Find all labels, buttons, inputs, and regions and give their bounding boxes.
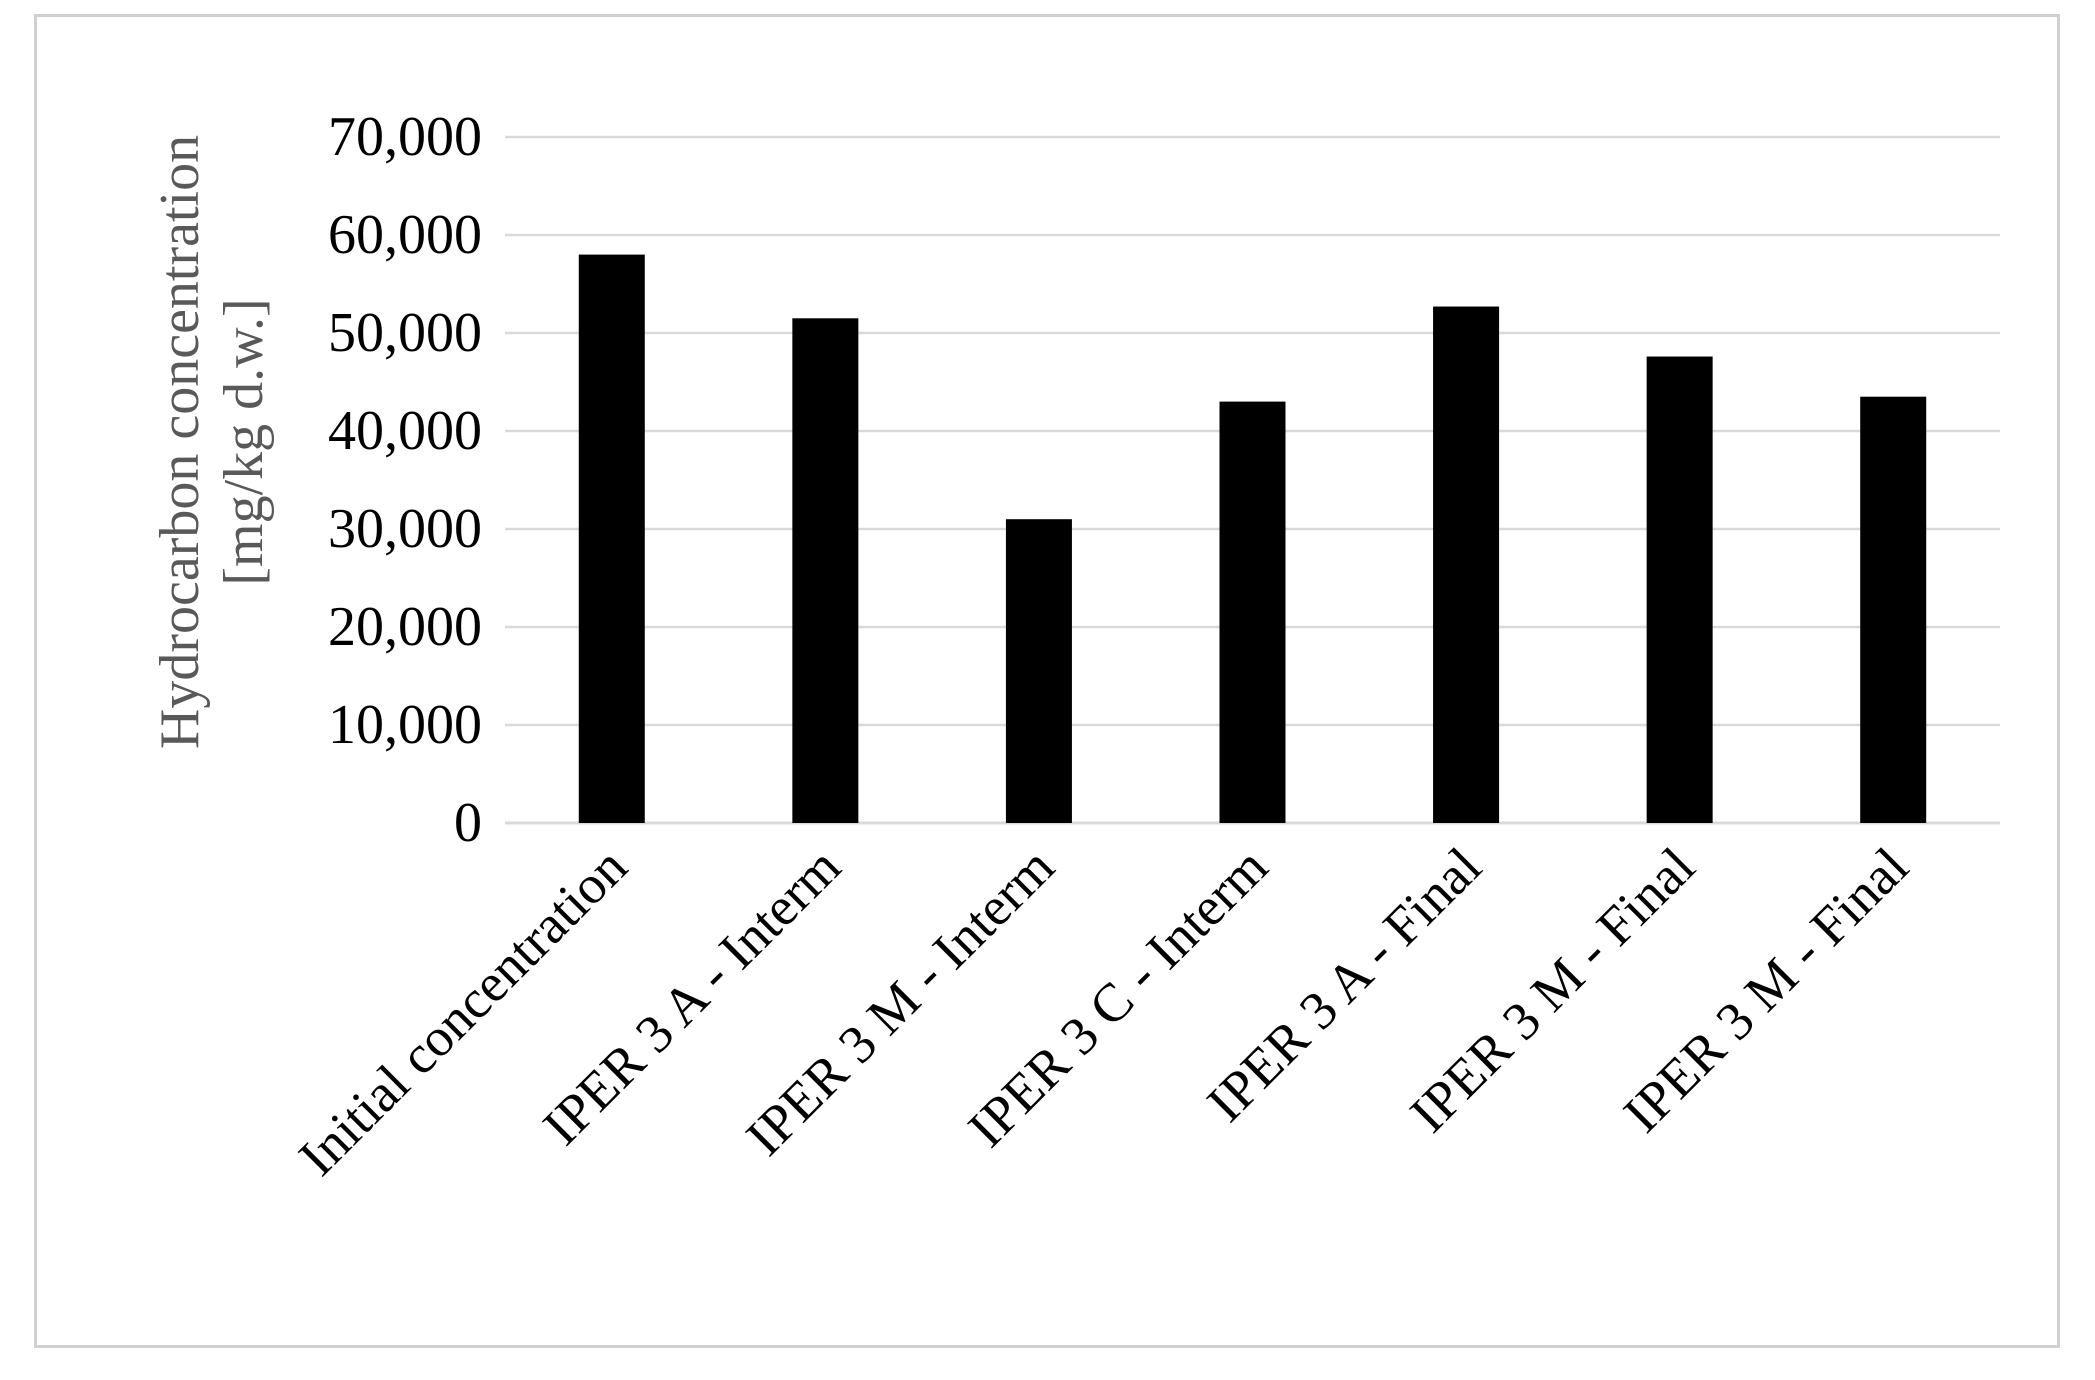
y-axis-title-line2: [mg/kg d.w.] — [213, 298, 275, 585]
y-tick-label: 70,000 — [328, 106, 482, 168]
bar — [1219, 401, 1286, 823]
bar — [1005, 519, 1072, 823]
bar — [1433, 306, 1500, 823]
y-tick-label: 30,000 — [328, 498, 482, 560]
y-tick-labels: 0 10,000 20,000 30,000 40,000 50,000 60,000 70,… — [328, 106, 482, 854]
bar — [1646, 356, 1713, 823]
bar — [1860, 396, 1927, 823]
y-tick-label: 50,000 — [328, 302, 482, 364]
bar — [578, 254, 645, 824]
y-tick-label: 60,000 — [328, 204, 482, 266]
bars — [578, 254, 1927, 824]
y-tick-label: 40,000 — [328, 400, 482, 462]
y-axis-title-line1: Hydrocarbon concentration — [149, 135, 211, 749]
y-tick-label: 10,000 — [328, 694, 482, 756]
y-tick-label: 20,000 — [328, 596, 482, 658]
y-tick-label: 0 — [454, 792, 482, 854]
bar — [792, 318, 859, 823]
